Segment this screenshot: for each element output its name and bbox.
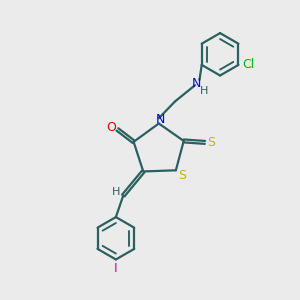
Text: S: S: [178, 169, 186, 182]
Text: N: N: [156, 112, 165, 126]
Text: O: O: [106, 121, 116, 134]
Text: H: H: [200, 85, 208, 95]
Text: H: H: [112, 187, 120, 197]
Text: I: I: [114, 262, 118, 275]
Text: Cl: Cl: [243, 58, 255, 71]
Text: N: N: [192, 77, 201, 90]
Text: S: S: [207, 136, 215, 149]
